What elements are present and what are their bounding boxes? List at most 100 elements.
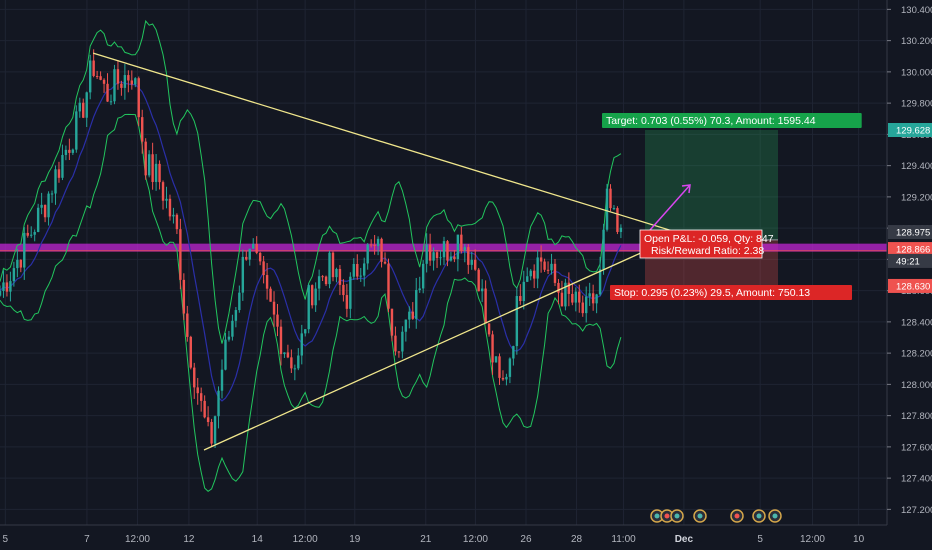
event-marker-dot: [697, 513, 703, 519]
position-box[interactable]: [645, 130, 778, 286]
candle-body: [231, 320, 234, 337]
candle-body: [550, 263, 553, 271]
candle-body: [238, 292, 241, 311]
candle-body: [588, 293, 591, 297]
candle-body: [227, 336, 231, 340]
candle-body: [512, 346, 515, 359]
event-marker-dot: [664, 513, 670, 519]
candle-body: [88, 60, 92, 93]
candle-body: [304, 329, 307, 334]
candle-body: [526, 276, 529, 282]
price-tag-label: 128.866: [896, 245, 930, 256]
candle-body: [109, 101, 113, 103]
candle-body: [92, 60, 95, 76]
candle-body: [366, 244, 369, 264]
time-tick-label: 14: [252, 534, 264, 545]
time-tick-label: 12:00: [800, 534, 825, 545]
candle-body: [300, 333, 303, 356]
price-tag: [888, 242, 932, 257]
price-tag: [888, 225, 932, 240]
candle-body: [484, 288, 487, 324]
candle-body: [321, 276, 324, 278]
candle-body: [529, 270, 532, 277]
candle-body: [172, 214, 175, 217]
event-marker-dot: [756, 513, 762, 519]
pnl-box-bg: [639, 229, 763, 259]
candle-body: [203, 400, 206, 418]
candle-body: [342, 284, 345, 296]
candle-body: [505, 376, 508, 380]
time-tick-label: 12:00: [293, 534, 318, 545]
candle-body: [158, 163, 161, 183]
candle-body: [252, 243, 255, 249]
candle-body: [571, 293, 574, 303]
candle-body: [380, 238, 383, 262]
time-tick-label: 5: [757, 534, 763, 545]
candle-body: [220, 369, 224, 391]
candle-body: [68, 149, 71, 153]
candle-body: [30, 234, 33, 236]
time-tick-label: Dec: [675, 534, 694, 545]
candle-body: [401, 331, 404, 352]
price-axis-bg: [887, 0, 932, 550]
candle-body: [137, 78, 140, 118]
lower-band: [0, 113, 622, 492]
target-zone[interactable]: [645, 130, 778, 240]
event-marker-dot: [674, 513, 680, 519]
candle-body: [36, 207, 40, 232]
trendlines[interactable]: [92, 52, 679, 451]
candle-body: [456, 234, 460, 260]
candle-body: [265, 275, 269, 289]
candle-body: [324, 276, 328, 285]
arrow-head[interactable]: [681, 184, 691, 194]
candle-body: [82, 102, 85, 118]
candle-body: [598, 269, 602, 295]
price-tick-label: 127.600: [901, 442, 932, 453]
time-axis-bg: [0, 525, 932, 550]
price-tag: [888, 278, 932, 293]
candle-body: [54, 169, 57, 194]
candle-body: [539, 257, 543, 262]
ascending-trendline[interactable]: [203, 235, 679, 451]
candle-body: [474, 259, 477, 270]
candle-body: [425, 244, 428, 264]
candle-body: [387, 263, 390, 309]
candle-body: [78, 102, 81, 112]
descending-trendline[interactable]: [92, 52, 679, 234]
candle-body: [331, 252, 335, 278]
event-markers[interactable]: [650, 509, 782, 523]
candle-body: [272, 301, 276, 315]
projection-arrow[interactable]: [649, 184, 691, 231]
price-tick-label: 130.000: [901, 67, 932, 78]
price-tag-label: 129.628: [896, 126, 930, 137]
bollinger-bands: [0, 19, 622, 492]
candle-body: [106, 83, 109, 102]
candle-body: [453, 256, 456, 260]
candle-body: [234, 310, 238, 321]
time-tick-label: 21: [420, 534, 432, 545]
candle-body: [404, 319, 408, 332]
candle-body: [515, 296, 519, 347]
candle-body: [16, 259, 19, 269]
time-axis[interactable]: 5 7 12:00 12 14 12:00 19 21 12:00 26 28 11:00 Dec 5 12…: [0, 524, 932, 550]
candle-body: [130, 80, 134, 85]
price-tick-label: 127.800: [901, 411, 932, 422]
stop-label-bg: [610, 285, 852, 300]
price-tick-label: 128.200: [901, 349, 932, 360]
candle-body: [241, 256, 245, 293]
price-tick-label: 128.400: [901, 317, 932, 328]
time-tick-label: 12:00: [125, 534, 150, 545]
price-axis[interactable]: 130.400130.200130.000129.800129.600129.4…: [886, 0, 932, 550]
time-tick-label: 7: [84, 534, 90, 545]
candle-body: [397, 351, 401, 353]
candle-body: [491, 334, 494, 363]
candle-body: [99, 76, 102, 80]
candle-body: [553, 263, 557, 283]
time-tick-label: 28: [571, 534, 583, 545]
candle-body: [567, 282, 571, 294]
candle-body: [151, 154, 154, 182]
arrow-shaft[interactable]: [649, 184, 691, 231]
price-tick-label: 130.200: [901, 36, 932, 47]
candle-body: [43, 204, 47, 218]
candle-body: [428, 244, 432, 261]
